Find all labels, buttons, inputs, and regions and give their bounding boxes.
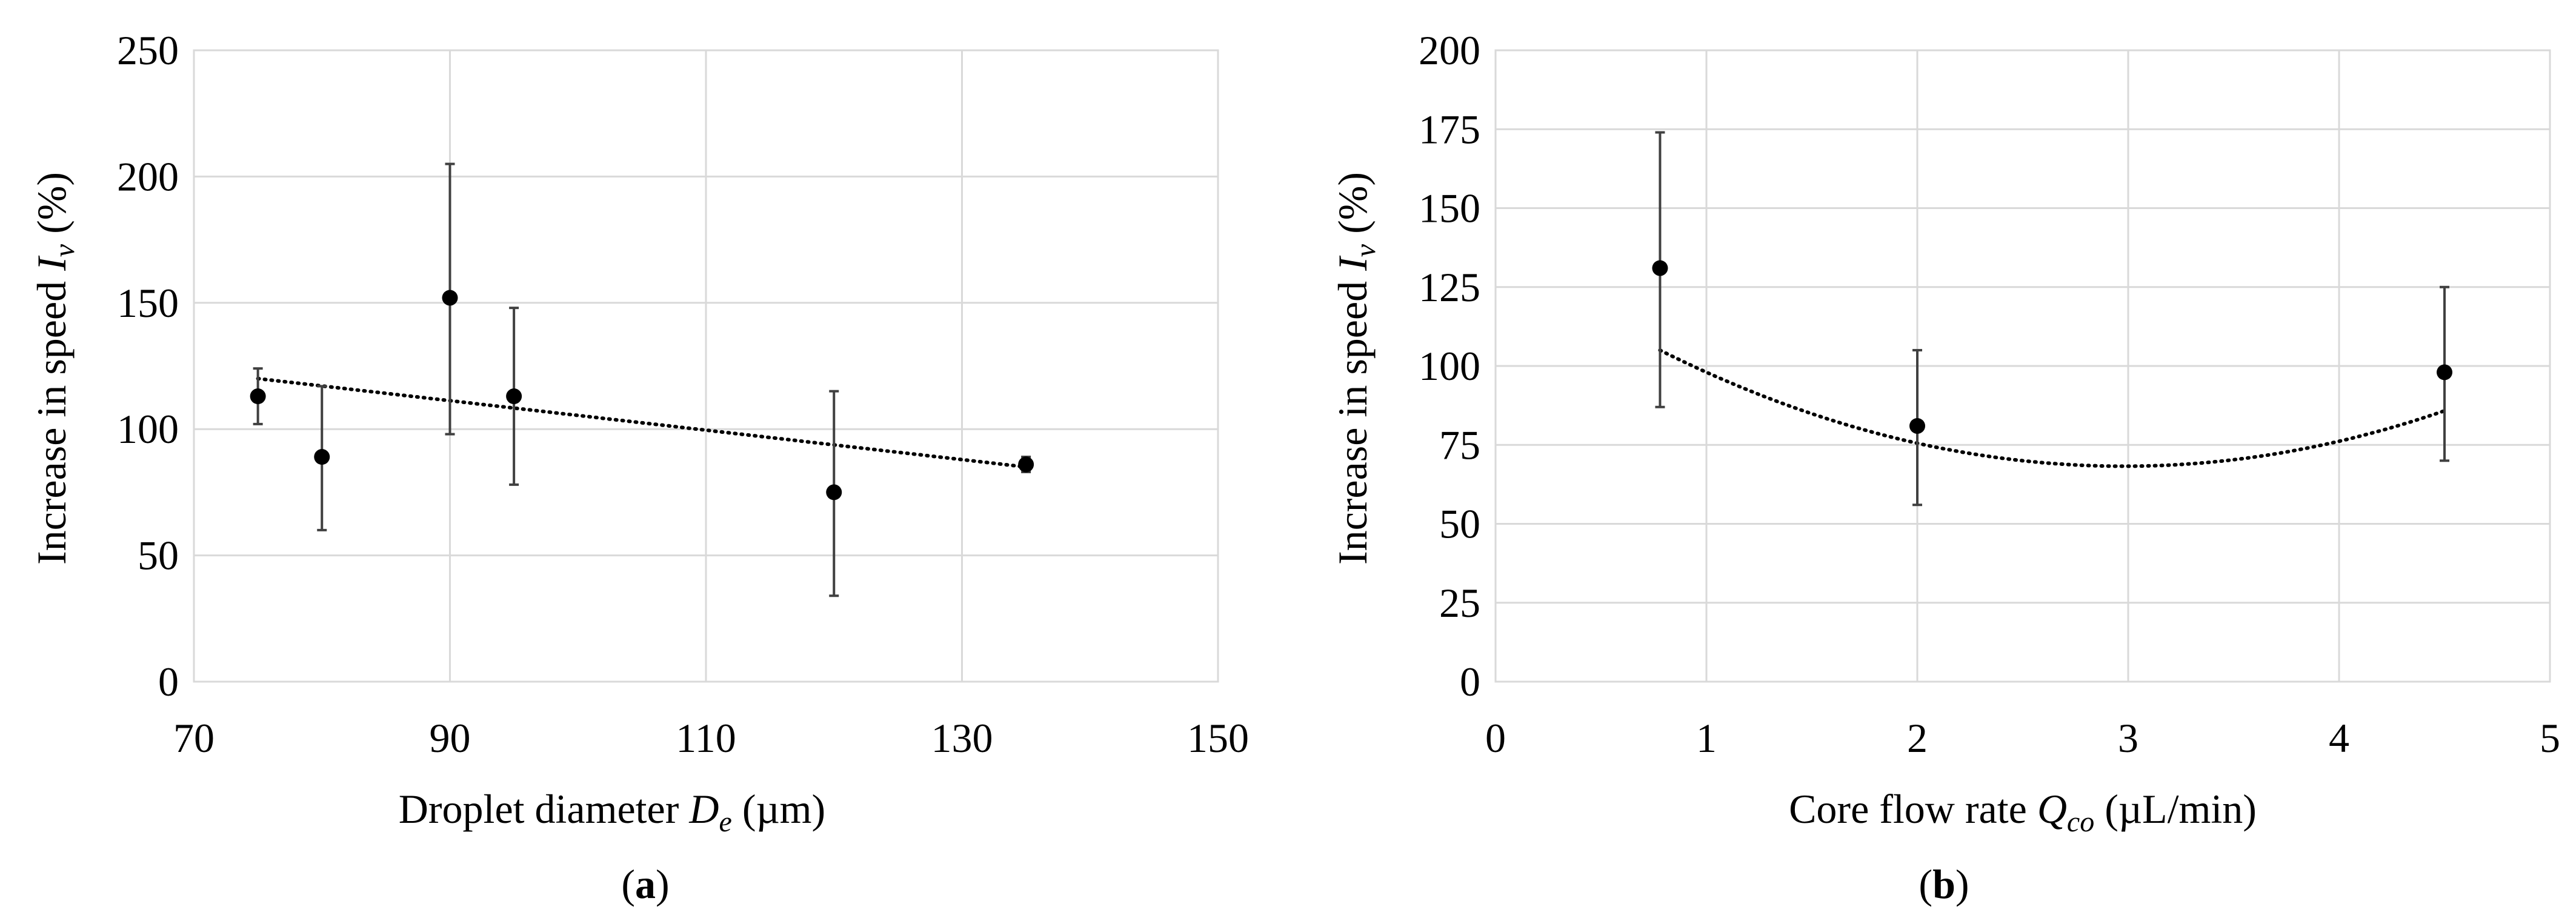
x-tick-label: 110 (676, 715, 736, 761)
panel-a-letter: a (635, 861, 656, 907)
panel-a-chart: 0 50 100 150 200 250 70 90 110 130 150 Droplet di… (28, 27, 1249, 907)
panel-a-caption: (a) (621, 861, 669, 907)
panel-b-y-tick-labels: 0 25 50 75 100 125 150 175 200 (1419, 27, 1480, 705)
panel-b-ylabel-symbol: I (1330, 255, 1376, 271)
panel-a-xlabel-subscript: e (719, 806, 732, 838)
panel-a-xlabel-prefix: Droplet diameter (399, 786, 690, 832)
panel-b-xlabel-prefix: Core flow rate (1789, 786, 2037, 832)
y-tick-label: 100 (1419, 343, 1480, 389)
y-tick-label: 150 (117, 280, 179, 326)
panel-b-x-tick-labels: 0 1 2 3 4 5 (1485, 715, 2560, 761)
y-tick-label: 0 (158, 659, 179, 705)
panel-b-letter: b (1932, 861, 1955, 907)
panel-a-y-axis-title: Increase in speed Iv (%) (28, 172, 81, 565)
y-tick-label: 75 (1439, 422, 1480, 468)
panel-b-caption: (b) (1919, 861, 1969, 907)
panel-a-ylabel-symbol: I (28, 255, 75, 271)
y-tick-label: 200 (1419, 27, 1480, 73)
y-tick-label: 200 (117, 153, 179, 199)
data-point (506, 388, 522, 405)
panel-b-ylabel-prefix: Increase in speed (1330, 271, 1376, 565)
y-tick-label: 50 (138, 533, 179, 579)
data-point (442, 290, 458, 306)
panel-a-gridlines (193, 49, 1219, 683)
data-point (1909, 417, 1925, 434)
data-point (826, 484, 842, 500)
y-tick-label: 25 (1439, 580, 1480, 626)
x-tick-label: 1 (1696, 715, 1717, 761)
panel-b-x-axis-title: Core flow rate Qco (µL/min) (1789, 786, 2257, 838)
panel-b-xlabel-suffix: (µL/min) (2094, 786, 2257, 832)
panel-b-xlabel-symbol: Q (2037, 786, 2067, 832)
data-point (1018, 456, 1034, 473)
x-tick-label: 2 (1907, 715, 1928, 761)
data-point (2437, 364, 2452, 381)
x-tick-label: 150 (1187, 715, 1249, 761)
panel-b-gridlines (1494, 49, 2551, 683)
panel-b-xlabel-subscript: co (2067, 806, 2094, 838)
y-tick-label: 150 (1419, 185, 1480, 231)
data-point (314, 449, 330, 465)
panel-b-ylabel-suffix: (%) (1330, 172, 1376, 244)
x-tick-label: 90 (430, 715, 471, 761)
panel-a-xlabel-symbol: D (688, 786, 719, 832)
panel-a-trendline (256, 376, 1028, 469)
y-tick-label: 125 (1419, 264, 1480, 310)
panel-a-data-points (250, 290, 1034, 500)
panel-a-ylabel-subscript: v (48, 244, 81, 257)
data-point (250, 388, 266, 405)
y-tick-label: 100 (117, 406, 179, 452)
x-tick-label: 4 (2329, 715, 2349, 761)
x-tick-label: 0 (1485, 715, 1506, 761)
x-tick-label: 70 (173, 715, 215, 761)
panel-a-x-tick-labels: 70 90 110 130 150 (173, 715, 1249, 761)
x-tick-label: 130 (931, 715, 993, 761)
panel-a-xlabel-suffix: (µm) (732, 786, 825, 832)
panel-b-y-axis-title: Increase in speed Iv (%) (1330, 172, 1382, 565)
panel-b-ylabel-subscript: v (1350, 244, 1382, 257)
x-tick-label: 5 (2540, 715, 2560, 761)
panel-b-error-bars (1655, 131, 2449, 507)
panel-a-ylabel-suffix: (%) (28, 172, 75, 244)
y-tick-label: 0 (1460, 659, 1480, 705)
panel-b-trendline (1658, 348, 2446, 468)
panel-b-data-points (1652, 260, 2452, 434)
x-tick-label: 3 (2118, 715, 2138, 761)
data-point (1652, 260, 1668, 276)
y-tick-label: 50 (1439, 501, 1480, 547)
panel-b-chart: 0 25 50 75 100 125 150 175 200 0 1 2 3 4 5 Core flow … (1330, 27, 2560, 907)
panel-a-x-axis-title: Droplet diameter De (µm) (399, 786, 825, 838)
y-tick-label: 175 (1419, 106, 1480, 152)
panel-a-y-tick-labels: 0 50 100 150 200 250 (117, 27, 179, 705)
panel-a-error-bars (253, 162, 1031, 597)
panel-a-ylabel-prefix: Increase in speed (28, 271, 75, 565)
y-tick-label: 250 (117, 27, 179, 73)
